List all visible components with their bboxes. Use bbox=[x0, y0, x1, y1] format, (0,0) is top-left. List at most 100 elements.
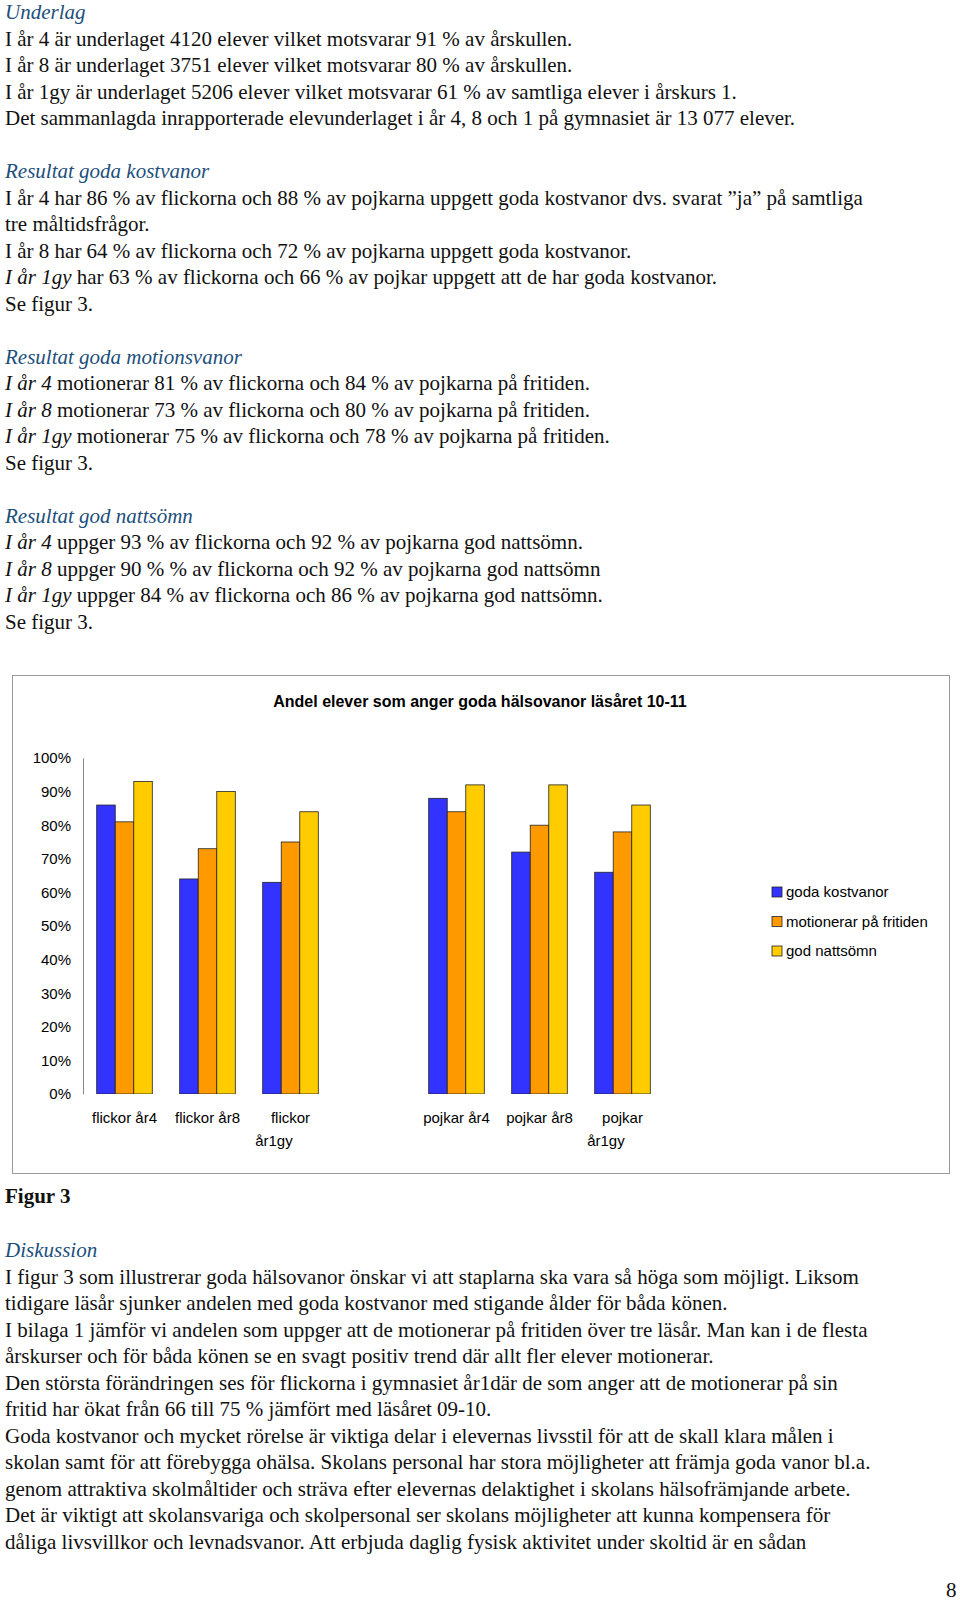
text-line: Det sammanlagda inrapporterade elevunder… bbox=[5, 105, 863, 132]
x-tick: pojkarår1gy bbox=[587, 1094, 643, 1149]
text-run: uppger 93 % av flickorna och 92 % av poj… bbox=[52, 530, 583, 554]
y-tick-label: 100% bbox=[33, 749, 71, 766]
x-tick-label-line: pojkar bbox=[602, 1109, 643, 1126]
y-tick-label: 10% bbox=[41, 1052, 71, 1069]
bar bbox=[466, 785, 485, 1094]
italic-lead: I år 4 bbox=[5, 530, 52, 554]
x-tick-label: pojkar år4 bbox=[423, 1109, 490, 1126]
text-line: I år 8 uppger 90 % % av flickorna och 92… bbox=[5, 556, 863, 583]
text-line: Goda kostvanor och mycket rörelse är vik… bbox=[5, 1423, 870, 1450]
italic-lead: I år 4 bbox=[5, 371, 52, 395]
x-tick-label-line: pojkar år4 bbox=[423, 1109, 490, 1126]
text-line: genom attraktiva skolmåltider och sträva… bbox=[5, 1476, 870, 1503]
text-line: I år 1gy uppger 84 % av flickorna och 86… bbox=[5, 582, 863, 609]
x-tick-label-line: flickor år8 bbox=[175, 1109, 240, 1126]
text-run: har 63 % av flickorna och 66 % av pojkar… bbox=[72, 265, 718, 289]
y-tick: 20% bbox=[41, 1018, 83, 1035]
chart-frame bbox=[13, 676, 950, 1174]
x-tick-label-line: pojkar år8 bbox=[506, 1109, 573, 1126]
text-line: I år 4 har 86 % av flickorna och 88 % av… bbox=[5, 185, 863, 212]
text-line: I år 8 motionerar 73 % av flickorna och … bbox=[5, 397, 863, 424]
text-line: Den största förändringen ses för flickor… bbox=[5, 1370, 870, 1397]
legend: goda kostvanor motionerar på fritiden god … bbox=[772, 883, 928, 959]
bar bbox=[429, 798, 448, 1094]
italic-lead: I år 1gy bbox=[5, 424, 72, 448]
text-line: I år 8 har 64 % av flickorna och 72 % av… bbox=[5, 238, 863, 265]
bar bbox=[217, 792, 236, 1094]
legend-swatch bbox=[772, 917, 782, 927]
legend-label: god nattsömn bbox=[786, 942, 877, 959]
section-heading: Resultat god nattsömn bbox=[5, 503, 863, 530]
text-line: I år 1gy har 63 % av flickorna och 66 % … bbox=[5, 264, 863, 291]
bar bbox=[134, 782, 153, 1094]
y-tick: 100% bbox=[33, 749, 83, 766]
x-tick-label: flickor år8 bbox=[175, 1109, 240, 1126]
text-line: I bilaga 1 jämför vi andelen som uppger … bbox=[5, 1317, 870, 1344]
text-line: Se figur 3. bbox=[5, 450, 863, 477]
bar bbox=[97, 805, 116, 1094]
x-axis-line bbox=[84, 1094, 665, 1095]
section-heading: Underlag bbox=[5, 0, 863, 26]
y-axis: 0%10%20%30%40%50%60%70%80%90%100% bbox=[33, 749, 84, 1102]
legend-swatch bbox=[772, 887, 782, 897]
legend-label: goda kostvanor bbox=[786, 883, 889, 900]
x-axis: flickor år4flickor år8flickorår1gypojkar… bbox=[84, 1094, 665, 1149]
x-tick-label-line: flickor år4 bbox=[92, 1109, 157, 1126]
bar bbox=[263, 882, 282, 1094]
bar bbox=[512, 852, 531, 1094]
spacer bbox=[5, 476, 863, 503]
legend-item: motionerar på fritiden bbox=[772, 913, 928, 930]
text-line: I år 8 är underlaget 3751 elever vilket … bbox=[5, 52, 863, 79]
x-tick: flickor år8 bbox=[175, 1094, 240, 1126]
legend-label: motionerar på fritiden bbox=[786, 913, 928, 930]
y-axis-line bbox=[83, 759, 84, 1095]
y-tick-label: 80% bbox=[41, 817, 71, 834]
chart-title: Andel elever som anger goda hälsovanor l… bbox=[273, 693, 687, 710]
text-line: Se figur 3. bbox=[5, 609, 863, 636]
y-tick: 50% bbox=[41, 917, 83, 934]
x-tick: pojkar år8 bbox=[506, 1094, 573, 1126]
bars bbox=[97, 782, 651, 1094]
text-line: I år 4 motionerar 81 % av flickorna och … bbox=[5, 370, 863, 397]
text-line: Det är viktigt att skolansvariga och sko… bbox=[5, 1502, 870, 1529]
bar bbox=[281, 842, 300, 1094]
text-line: Se figur 3. bbox=[5, 291, 863, 318]
bar bbox=[180, 879, 199, 1094]
x-tick-label: pojkarår1gy bbox=[587, 1109, 643, 1149]
discussion-block: DiskussionI figur 3 som illustrerar goda… bbox=[5, 1237, 870, 1555]
y-tick-label: 40% bbox=[41, 951, 71, 968]
section-heading: Diskussion bbox=[5, 1237, 870, 1264]
text-line: I år 4 uppger 93 % av flickorna och 92 %… bbox=[5, 529, 863, 556]
text-line: dåliga livsvillkor och levnadsvanor. Att… bbox=[5, 1529, 870, 1556]
x-tick-label: pojkar år8 bbox=[506, 1109, 573, 1126]
x-tick-label-line: flickor bbox=[271, 1109, 310, 1126]
text-run: uppger 90 % % av flickorna och 92 % av p… bbox=[52, 557, 601, 581]
text-line: fritid har ökat från 66 till 75 % jämför… bbox=[5, 1396, 870, 1423]
y-tick-label: 20% bbox=[41, 1018, 71, 1035]
text-line: I år 4 är underlaget 4120 elever vilket … bbox=[5, 26, 863, 53]
text-block: UnderlagI år 4 är underlaget 4120 elever… bbox=[5, 0, 863, 635]
text-run: motionerar 75 % av flickorna och 78 % av… bbox=[72, 424, 610, 448]
y-tick: 90% bbox=[41, 783, 83, 800]
bar bbox=[198, 849, 217, 1094]
text-line: I år 1gy motionerar 75 % av flickorna oc… bbox=[5, 423, 863, 450]
y-tick: 40% bbox=[41, 951, 83, 968]
y-tick-label: 60% bbox=[41, 884, 71, 901]
x-tick: flickor år4 bbox=[92, 1094, 157, 1126]
y-tick-label: 90% bbox=[41, 783, 71, 800]
italic-lead: I år 1gy bbox=[5, 583, 72, 607]
y-tick-label: 50% bbox=[41, 917, 71, 934]
text-run: uppger 84 % av flickorna och 86 % av poj… bbox=[72, 583, 603, 607]
y-tick-label: 0% bbox=[49, 1085, 71, 1102]
italic-lead: I år 1gy bbox=[5, 265, 72, 289]
legend-swatch bbox=[772, 946, 782, 956]
x-tick-label: flickor år4 bbox=[92, 1109, 157, 1126]
y-tick: 10% bbox=[41, 1052, 83, 1069]
bar bbox=[447, 812, 466, 1094]
bar bbox=[115, 822, 134, 1094]
x-tick: pojkar år4 bbox=[423, 1094, 490, 1126]
spacer bbox=[5, 132, 863, 159]
text-line: årskurser och för båda könen se en svagt… bbox=[5, 1343, 870, 1370]
italic-lead: I år 8 bbox=[5, 398, 52, 422]
text-line: tidigare läsår sjunker andelen med goda … bbox=[5, 1290, 870, 1317]
